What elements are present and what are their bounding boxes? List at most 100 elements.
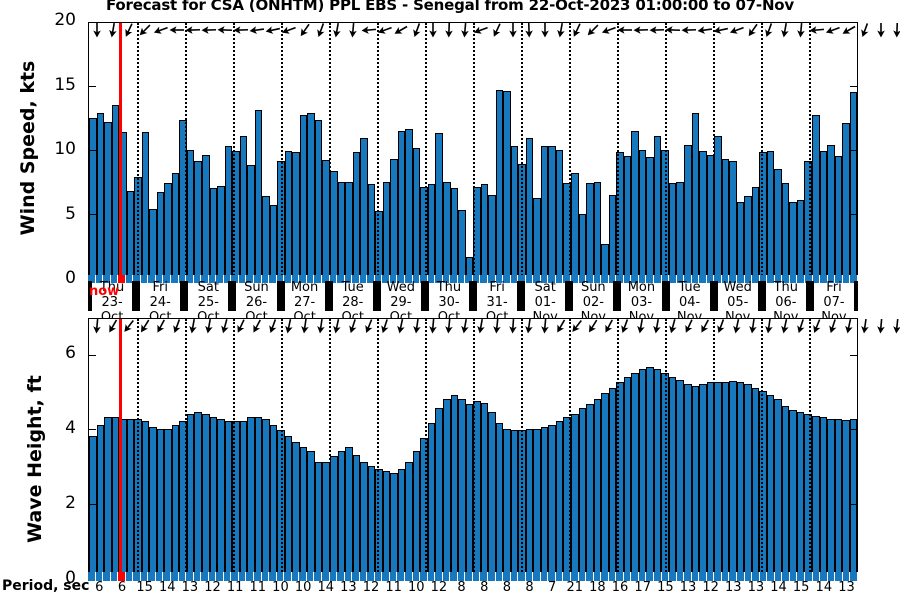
wind-axis-title: Wind Speed, kts <box>17 60 39 236</box>
time-tick <box>518 572 526 581</box>
direction-arrow-icon <box>777 22 793 38</box>
time-tick <box>578 275 587 283</box>
time-tick <box>95 572 104 581</box>
day-name: Tue <box>341 280 364 295</box>
time-tick <box>186 572 194 581</box>
day-gridline <box>185 319 187 579</box>
direction-arrow-icon <box>377 22 393 38</box>
bar <box>299 447 308 579</box>
time-tick <box>389 572 398 581</box>
bar <box>796 411 805 579</box>
time-tick <box>586 275 594 283</box>
bar <box>269 204 278 279</box>
day-gridline <box>521 23 523 279</box>
time-tick <box>178 572 187 581</box>
period-value: 6 <box>95 580 104 595</box>
time-tick <box>291 275 300 283</box>
bar <box>412 450 421 579</box>
bar <box>555 421 564 579</box>
bar <box>601 393 609 579</box>
bar <box>420 437 428 579</box>
direction-arrow-icon <box>217 22 233 38</box>
direction-arrow-icon <box>521 318 537 334</box>
bar <box>360 462 368 579</box>
direction-arrow-icon <box>441 22 457 38</box>
bar <box>842 420 850 579</box>
direction-arrow-icon <box>201 318 217 334</box>
y-tick-label: 20 <box>54 10 76 30</box>
wave-direction-arrows <box>89 317 900 335</box>
now-marker-label: now <box>89 284 120 299</box>
direction-arrow-icon <box>233 22 249 38</box>
time-tick <box>623 275 632 283</box>
time-tick <box>518 275 526 283</box>
time-tick <box>744 275 753 283</box>
direction-arrow-icon <box>697 22 713 38</box>
time-tick <box>140 572 149 581</box>
period-value: 8 <box>525 580 534 595</box>
bar <box>842 122 850 279</box>
time-tick <box>427 572 436 581</box>
time-tick <box>427 275 436 283</box>
direction-arrow-icon <box>409 318 425 334</box>
direction-arrow-icon <box>601 22 617 38</box>
bar <box>307 112 315 279</box>
bar <box>405 129 413 279</box>
day-name: Wed <box>723 280 752 295</box>
bar <box>616 382 624 579</box>
bar <box>819 151 828 279</box>
bar <box>646 367 654 579</box>
time-tick <box>782 275 790 283</box>
period-value: 13 <box>747 580 765 595</box>
bar <box>111 104 120 279</box>
day-gridline <box>473 23 475 279</box>
bar <box>126 419 135 579</box>
direction-arrow-icon <box>601 318 617 334</box>
time-tick <box>789 572 798 581</box>
time-tick <box>571 275 579 283</box>
now-indicator-line <box>119 319 123 579</box>
bar <box>533 198 541 279</box>
time-tick <box>684 572 692 581</box>
bar <box>571 413 579 579</box>
time-tick <box>314 572 322 581</box>
day-gridline <box>617 23 619 279</box>
time-tick <box>269 275 277 283</box>
day-name: Mon <box>627 280 656 295</box>
time-tick <box>820 275 828 283</box>
bar <box>578 408 587 579</box>
direction-arrow-icon <box>489 22 505 38</box>
direction-arrow-icon <box>873 318 889 334</box>
bar <box>593 398 602 579</box>
time-tick <box>631 572 639 581</box>
time-tick <box>148 275 156 283</box>
bar <box>495 89 504 279</box>
bar <box>89 117 97 279</box>
bar <box>804 161 812 279</box>
time-tick <box>231 572 239 581</box>
y-tick-label: 4 <box>65 418 76 439</box>
time-tick <box>352 572 360 581</box>
time-tick <box>721 572 730 581</box>
direction-arrow-icon <box>745 318 761 334</box>
bar <box>683 384 692 579</box>
time-tick <box>140 275 149 283</box>
time-tick <box>88 275 96 283</box>
bar <box>721 158 730 279</box>
direction-arrow-icon <box>457 22 473 38</box>
bar <box>571 172 579 279</box>
day-name: Sun <box>244 280 269 295</box>
period-value: 11 <box>385 580 402 595</box>
time-tick <box>850 572 858 581</box>
period-value: 8 <box>480 580 489 595</box>
time-tick <box>661 572 670 581</box>
bar <box>714 135 722 279</box>
bar <box>104 121 112 279</box>
time-tick <box>638 275 647 283</box>
direction-arrow-icon <box>393 318 409 334</box>
time-tick <box>321 572 330 581</box>
day-gridline <box>665 319 667 579</box>
time-tick <box>540 275 549 283</box>
